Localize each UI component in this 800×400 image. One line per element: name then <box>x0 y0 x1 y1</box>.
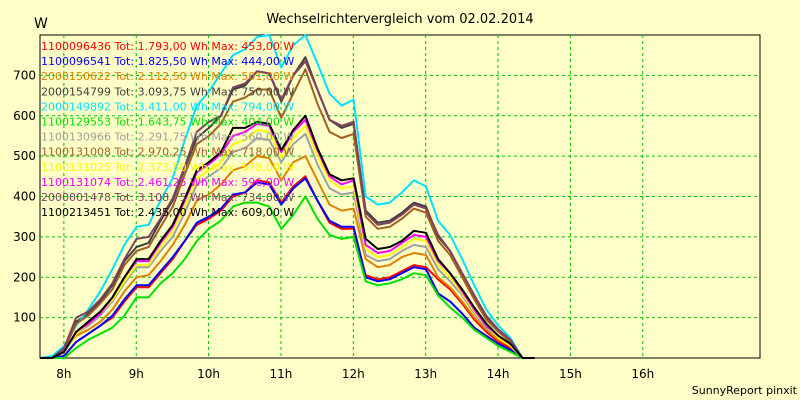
y-tick-label: 200 <box>13 270 36 284</box>
footer-credit: SunnyReport pinxit <box>692 384 798 397</box>
series-line-1100096541 <box>40 177 535 359</box>
chart-title: Wechselrichtervergleich vom 02.02.2014 <box>266 12 533 27</box>
series-line-2000150622 <box>40 155 535 359</box>
x-tick-label: 13h <box>414 367 437 381</box>
x-tick-labels: 8h 9h 10h 11h 12h 13h 14h 15h 16h <box>56 367 654 381</box>
x-tick-label: 10h <box>197 367 220 381</box>
legend-entry-1100096541: 1100096541 Tot: 1.825,50 Wh Max: 444,00 … <box>41 55 294 68</box>
x-tick-label: 9h <box>129 367 144 381</box>
legend-entry-1100131025: 1100131025 Tot: 2.373,50 Wh Max: 578,00 … <box>41 161 294 174</box>
legend-entry-1100131008: 1100131008 Tot: 2.970,25 Wh Max: 718,00 … <box>41 146 294 159</box>
y-tick-label: 600 <box>13 109 36 123</box>
y-tick-label: 500 <box>13 149 36 163</box>
legend: 1100096436 Tot: 1.793,00 Wh Max: 453,00 … <box>41 40 294 219</box>
legend-entry-2000149892: 2000149892 Tot: 3.411,00 Wh Max: 794,00 … <box>41 100 294 113</box>
y-tick-label: 300 <box>13 230 36 244</box>
x-tick-label: 8h <box>56 367 71 381</box>
legend-entry-1100213451: 1100213451 Tot: 2.435,00 Wh Max: 609,00 … <box>41 206 294 219</box>
x-tick-label: 14h <box>487 367 510 381</box>
series-line-1100129553 <box>40 195 535 359</box>
y-axis-unit-label: W <box>34 16 48 32</box>
x-tick-label: 16h <box>631 367 654 381</box>
y-tick-label: 700 <box>13 68 36 82</box>
x-tick-label: 12h <box>342 367 365 381</box>
series-line-1100131008 <box>40 68 535 359</box>
y-tick-labels: 100 200 300 400 500 600 700 <box>13 68 36 324</box>
y-tick-label: 100 <box>13 311 36 325</box>
x-tick-label: 11h <box>270 367 293 381</box>
legend-entry-2000150622: 2000150622 Tot: 2.112,50 Wh Max: 501,00 … <box>41 70 294 83</box>
series-line-2000149892 <box>39 34 535 359</box>
grid-lines <box>40 35 760 358</box>
series-line-1100131025 <box>40 124 535 359</box>
series-line-2000001478 <box>40 60 535 359</box>
legend-entry-1100130966: 1100130966 Tot: 2.291,75 Wh Max: 560,00 … <box>41 131 294 144</box>
legend-entry-1100096436: 1100096436 Tot: 1.793,00 Wh Max: 453,00 … <box>41 40 294 53</box>
legend-entry-1100131074: 1100131074 Tot: 2.461,25 Wh Max: 596,00 … <box>41 176 294 189</box>
legend-entry-2000154799: 2000154799 Tot: 3.093,75 Wh Max: 750,00 … <box>41 85 294 98</box>
series-line-1100213451 <box>40 114 535 359</box>
y-tick-label: 400 <box>13 190 36 204</box>
legend-entry-2000001478: 2000001478 Tot: 3.108,75 Wh Max: 734,00 … <box>41 191 294 204</box>
x-tick-label: 15h <box>559 367 582 381</box>
series-lines <box>39 34 535 359</box>
legend-entry-1100129553: 1100129553 Tot: 1.643,75 Wh Max: 404,00 … <box>41 116 294 129</box>
series-line-1100096436 <box>40 175 535 359</box>
series-line-1100130966 <box>40 132 535 359</box>
